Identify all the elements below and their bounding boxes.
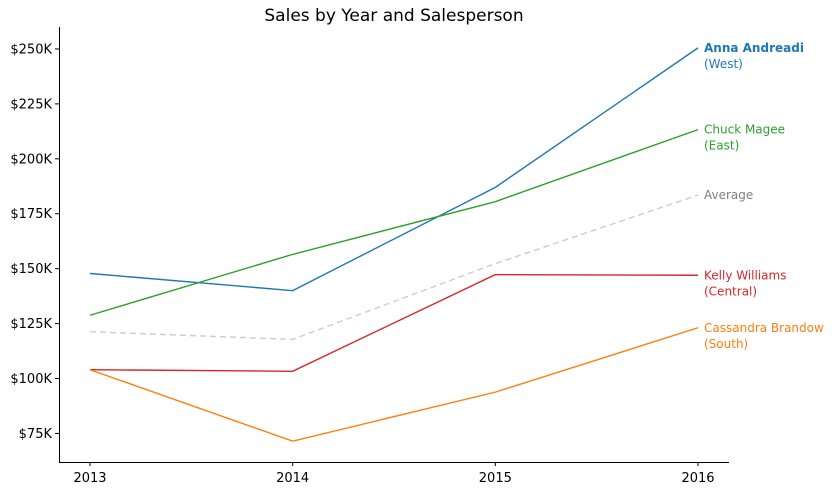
y-tick-label: $125K [10, 317, 52, 332]
series-line-average [89, 194, 699, 341]
series-lines [89, 47, 699, 442]
x-tick-label: 2013 [73, 471, 106, 486]
y-tick-label: $75K [19, 427, 53, 442]
series-label-average: Average [704, 188, 753, 202]
x-tick-label: 2014 [276, 471, 309, 486]
y-tick-label: $100K [10, 372, 52, 387]
y-axis-ticks: $75K $100K $125K $150K $175K $200K $225K $250K [10, 42, 59, 442]
series-region-chuck-magee: (East) [704, 139, 739, 153]
series-label-kelly-williams: Kelly Williams [704, 268, 786, 282]
series-region-anna-andreadi: (West) [704, 57, 743, 71]
y-tick-label: $225K [10, 97, 52, 112]
series-line-cassandra-brandow [89, 327, 699, 442]
series-line-kelly-williams [89, 273, 699, 372]
y-tick-label: $150K [10, 262, 52, 277]
series-line-chuck-magee [89, 128, 699, 316]
x-axis-ticks: 2013 2014 2015 2016 [73, 462, 715, 486]
series-region-kelly-williams: (Central) [704, 284, 757, 298]
y-tick-label: $175K [10, 207, 52, 222]
series-label-anna-andreadi: Anna Andreadi [704, 41, 804, 55]
y-tick-label: $200K [10, 152, 52, 167]
y-tick-label: $250K [10, 42, 52, 57]
chart-title: Sales by Year and Salesperson [264, 6, 523, 26]
series-line-anna-andreadi [89, 47, 699, 292]
x-tick-label: 2016 [681, 471, 714, 486]
series-label-cassandra-brandow: Cassandra Brandow [704, 321, 824, 335]
series-label-chuck-magee: Chuck Magee [704, 123, 785, 137]
x-tick-label: 2015 [479, 471, 512, 486]
series-labels: Anna Andreadi (West) Chuck Magee (East) Aver… [704, 41, 824, 351]
series-region-cassandra-brandow: (South) [704, 337, 748, 351]
